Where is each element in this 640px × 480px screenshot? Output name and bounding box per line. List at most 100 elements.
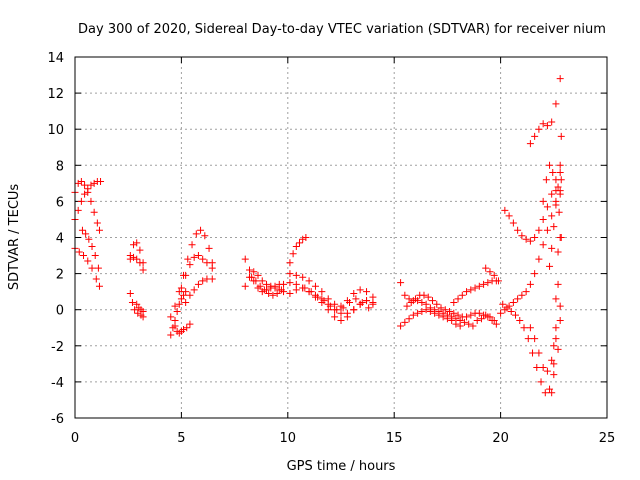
data-point: [180, 326, 188, 334]
data-point: [407, 298, 415, 306]
data-point: [548, 356, 556, 364]
plot-area-frame: [74, 56, 608, 419]
data-point: [356, 286, 364, 294]
data-point: [439, 313, 447, 321]
data-point: [136, 259, 144, 267]
data-point: [543, 367, 551, 375]
data-point: [531, 132, 539, 140]
data-point: [509, 219, 517, 227]
data-point: [92, 275, 100, 283]
data-point: [286, 270, 294, 278]
data-point: [424, 293, 432, 301]
data-point: [431, 309, 439, 317]
data-point: [263, 280, 271, 288]
data-point: [173, 308, 181, 316]
data-point: [184, 255, 192, 263]
data-point: [343, 313, 351, 321]
data-point: [484, 279, 492, 287]
data-point: [292, 243, 300, 251]
data-point: [539, 215, 547, 223]
data-point: [467, 311, 475, 319]
data-point: [331, 313, 339, 321]
data-point: [556, 75, 564, 83]
data-point: [473, 317, 481, 325]
y-tick-label: 12: [47, 87, 64, 102]
data-point: [311, 282, 319, 290]
data-point: [180, 291, 188, 299]
data-point: [183, 324, 191, 332]
data-point: [269, 291, 277, 299]
data-point: [441, 306, 449, 314]
series-arc-8: [133, 300, 147, 316]
data-point: [77, 197, 85, 205]
data-point: [241, 282, 249, 290]
data-point: [75, 248, 83, 256]
data-point: [363, 297, 371, 305]
data-point: [397, 322, 405, 330]
data-point: [550, 342, 558, 350]
data-point: [167, 313, 175, 321]
data-point: [203, 259, 211, 267]
data-point: [314, 293, 322, 301]
data-point: [286, 289, 294, 297]
data-point: [531, 234, 539, 241]
data-point: [443, 315, 451, 323]
series-arc-31: [526, 302, 564, 375]
data-point: [543, 203, 551, 211]
data-point: [130, 253, 138, 261]
data-point: [411, 295, 419, 303]
data-point: [492, 320, 500, 328]
data-point: [403, 302, 411, 310]
x-tick-label: 10: [280, 431, 297, 446]
data-point: [365, 304, 373, 312]
data-point: [516, 317, 524, 325]
y-tick-label: 14: [47, 51, 64, 66]
data-point: [433, 300, 441, 308]
y-tick-label: -6: [51, 412, 64, 427]
data-point: [539, 120, 547, 128]
data-point: [77, 178, 85, 186]
data-point: [177, 284, 185, 292]
series-arc-6: [126, 253, 147, 274]
data-point: [192, 230, 200, 238]
data-point: [475, 309, 483, 317]
data-point: [177, 295, 185, 303]
data-point: [82, 230, 90, 238]
data-point: [463, 313, 471, 321]
data-point: [526, 324, 534, 332]
series-arc-30: [526, 75, 564, 148]
data-point: [205, 244, 213, 252]
data-point: [490, 271, 498, 279]
data-point: [463, 288, 471, 296]
data-point: [286, 259, 294, 267]
data-point: [95, 282, 103, 290]
data-point: [552, 335, 560, 343]
data-point: [250, 268, 258, 276]
data-point: [514, 226, 522, 234]
data-point: [318, 288, 326, 296]
data-point: [524, 335, 532, 343]
data-point: [299, 235, 307, 243]
data-point: [194, 280, 202, 288]
series-arc-27: [497, 187, 564, 317]
x-tick-labels: 0 5 10 15 20 25: [71, 431, 615, 446]
data-point: [556, 302, 564, 310]
data-point: [95, 226, 103, 234]
data-point: [549, 169, 557, 177]
data-point: [286, 279, 294, 287]
data-point: [133, 239, 141, 247]
data-point: [139, 266, 147, 274]
y-tick-label: 8: [56, 159, 64, 174]
data-point: [182, 298, 190, 306]
y-tick-label: 6: [56, 195, 64, 210]
data-point: [471, 284, 479, 292]
series-arc-21: [301, 284, 373, 314]
y-tick-label: -2: [51, 340, 64, 355]
data-point: [74, 206, 82, 214]
data-point: [418, 308, 426, 316]
data-point: [511, 311, 519, 319]
series-arc-11: [177, 252, 216, 292]
data-point: [546, 161, 554, 169]
data-point: [273, 289, 281, 297]
